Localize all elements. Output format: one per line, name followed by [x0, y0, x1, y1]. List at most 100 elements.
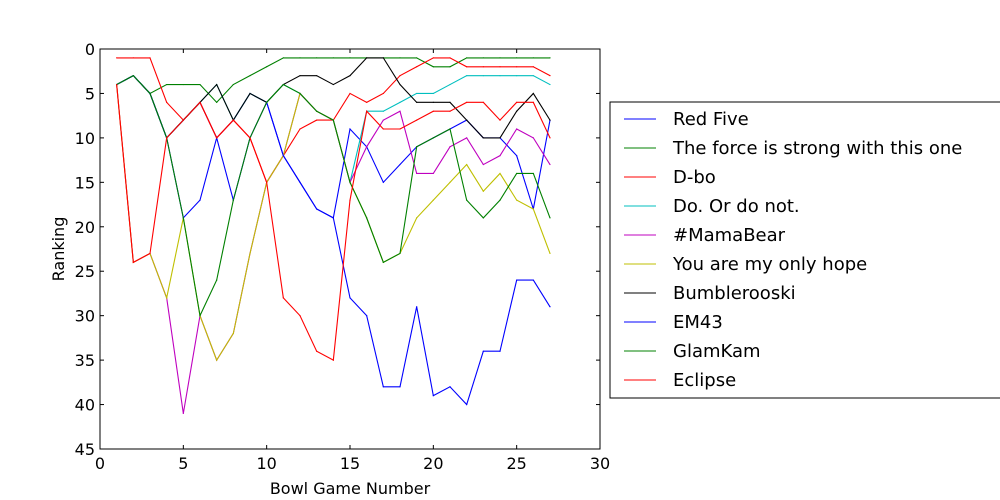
data-point: [549, 137, 551, 139]
data-point: [432, 92, 434, 95]
data-point: [199, 199, 201, 201]
data-point: [399, 75, 401, 77]
data-point: [449, 110, 451, 112]
data-point: [466, 119, 468, 121]
data-point: [466, 75, 468, 77]
data-point: [549, 119, 551, 121]
y-tick-label: 35: [75, 351, 95, 370]
x-axis-label: Bowl Game Number: [270, 479, 431, 498]
data-point: [516, 75, 518, 77]
data-point: [132, 57, 134, 59]
legend-label: Do. Or do not.: [673, 196, 800, 217]
data-point: [366, 57, 368, 59]
legend-item: Do. Or do not.: [624, 196, 800, 217]
legend-item: Eclipse: [624, 370, 736, 391]
data-point: [482, 217, 484, 219]
data-point: [482, 57, 484, 59]
data-point: [549, 252, 551, 255]
data-point: [182, 412, 184, 415]
y-tick-label: 15: [75, 173, 95, 192]
data-point: [382, 110, 384, 112]
legend-label: D-bo: [673, 167, 716, 188]
data-point: [349, 297, 351, 299]
data-point: [232, 83, 234, 86]
data-point: [516, 101, 518, 103]
data-point: [432, 199, 434, 201]
legend-item: #MamaBear: [624, 225, 786, 246]
data-point: [316, 208, 318, 210]
data-point: [449, 386, 451, 388]
data-point: [482, 163, 484, 166]
data-point: [349, 57, 351, 59]
legend-item: The force is strong with this one: [624, 138, 962, 159]
x-tick-label: 20: [423, 454, 443, 473]
data-point: [316, 75, 318, 77]
data-point: [382, 386, 384, 388]
data-point: [249, 92, 251, 95]
x-tick-label: 10: [256, 454, 276, 473]
data-point: [399, 128, 401, 130]
data-point: [449, 83, 451, 86]
data-point: [282, 83, 284, 86]
data-point: [449, 181, 451, 183]
series-layer: [116, 57, 551, 415]
data-point: [516, 128, 518, 130]
data-point: [382, 57, 384, 59]
data-point: [549, 75, 551, 77]
data-point: [416, 172, 418, 175]
y-tick-label: 30: [75, 307, 95, 326]
data-point: [332, 119, 334, 121]
data-point: [482, 137, 484, 139]
data-point: [549, 83, 551, 86]
legend-item: Red Five: [624, 109, 749, 130]
legend-label: Eclipse: [673, 370, 736, 391]
x-tick-label: 0: [95, 454, 105, 473]
data-point: [216, 137, 218, 139]
data-point: [466, 199, 468, 201]
data-point: [332, 83, 334, 86]
data-point: [382, 181, 384, 183]
data-point: [532, 92, 534, 95]
y-tick-label: 5: [85, 84, 95, 103]
legend-item: GlamKam: [624, 341, 761, 362]
data-point: [316, 119, 318, 121]
data-point: [516, 279, 518, 281]
data-point: [216, 83, 218, 86]
data-point: [449, 57, 451, 59]
y-tick-label: 40: [75, 396, 95, 415]
data-point: [299, 57, 301, 59]
y-tick-label: 25: [75, 262, 95, 281]
data-point: [449, 128, 451, 130]
data-point: [232, 199, 234, 201]
data-point: [166, 83, 168, 86]
y-tick-label: 0: [85, 40, 95, 59]
data-point: [166, 137, 168, 139]
data-point: [532, 279, 534, 281]
data-point: [482, 101, 484, 103]
data-point: [499, 66, 501, 68]
data-point: [532, 66, 534, 68]
data-point: [349, 199, 351, 201]
data-point: [416, 92, 418, 95]
data-point: [516, 172, 518, 175]
data-point: [332, 57, 334, 59]
data-point: [499, 137, 501, 139]
data-point: [182, 119, 184, 121]
legend-item: Bumblerooski: [624, 283, 796, 304]
legend: Red Five The force is strong with this on…: [609, 101, 1000, 399]
data-point: [382, 128, 384, 130]
data-point: [216, 359, 218, 361]
data-point: [366, 217, 368, 219]
data-point: [549, 57, 551, 59]
data-point: [499, 119, 501, 121]
series-9: [116, 83, 551, 361]
data-point: [399, 57, 401, 59]
legend-label: Red Five: [673, 109, 749, 130]
legend-label: The force is strong with this one: [672, 138, 962, 159]
data-point: [516, 66, 518, 68]
legend-item: D-bo: [624, 167, 716, 188]
data-point: [149, 252, 151, 255]
data-point: [366, 110, 368, 112]
data-point: [466, 57, 468, 59]
data-point: [166, 101, 168, 103]
